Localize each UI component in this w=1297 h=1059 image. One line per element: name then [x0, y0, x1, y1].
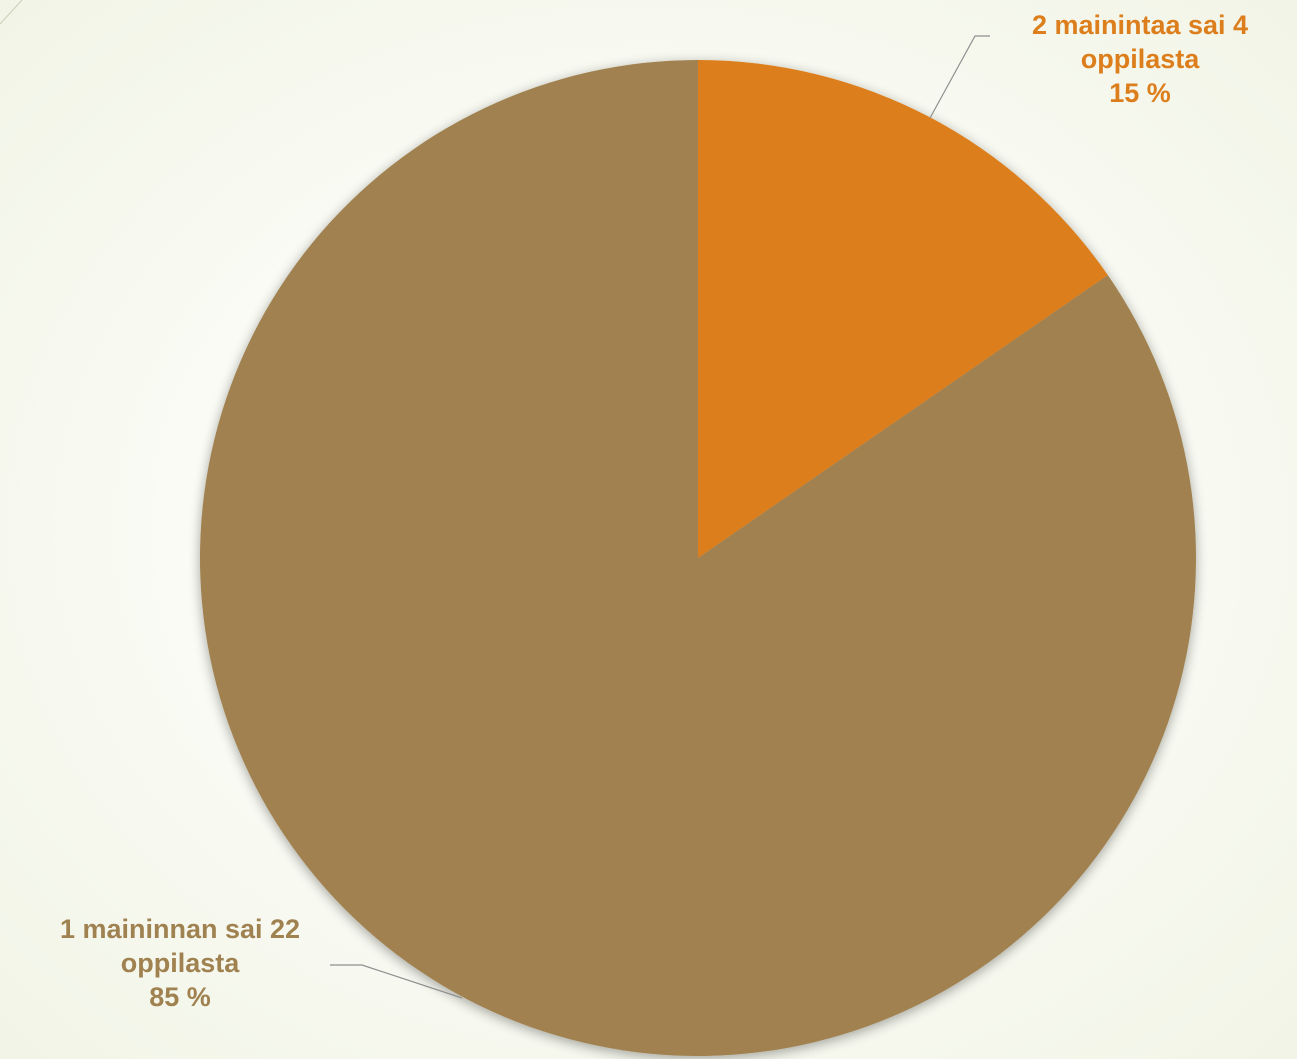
leader-line-2-mentions [929, 35, 990, 119]
slice-1-mention [199, 60, 1196, 1056]
leader-line-1-mention [330, 964, 463, 999]
corner-decoration [0, 0, 23, 25]
slice-percent-label: 85 % [149, 982, 211, 1012]
slice-label-line1: 2 mainintaa sai 4 [1031, 10, 1249, 40]
leader-lines [330, 35, 990, 999]
slice-label-2-mentions: 2 mainintaa sai 4 oppilasta 15 % [990, 8, 1290, 110]
slice-percent-label: 15 % [1109, 78, 1171, 108]
slice-label-1-mention: 1 maininnan sai 22 oppilasta 85 % [10, 912, 350, 1014]
slice-label-line2: oppilasta [1080, 44, 1200, 74]
pie-slices [199, 60, 1196, 1056]
slice-label-line2: oppilasta [120, 948, 240, 978]
slice-label-line1: 1 maininnan sai 22 [59, 914, 301, 944]
slice-2-mentions [698, 60, 1108, 558]
